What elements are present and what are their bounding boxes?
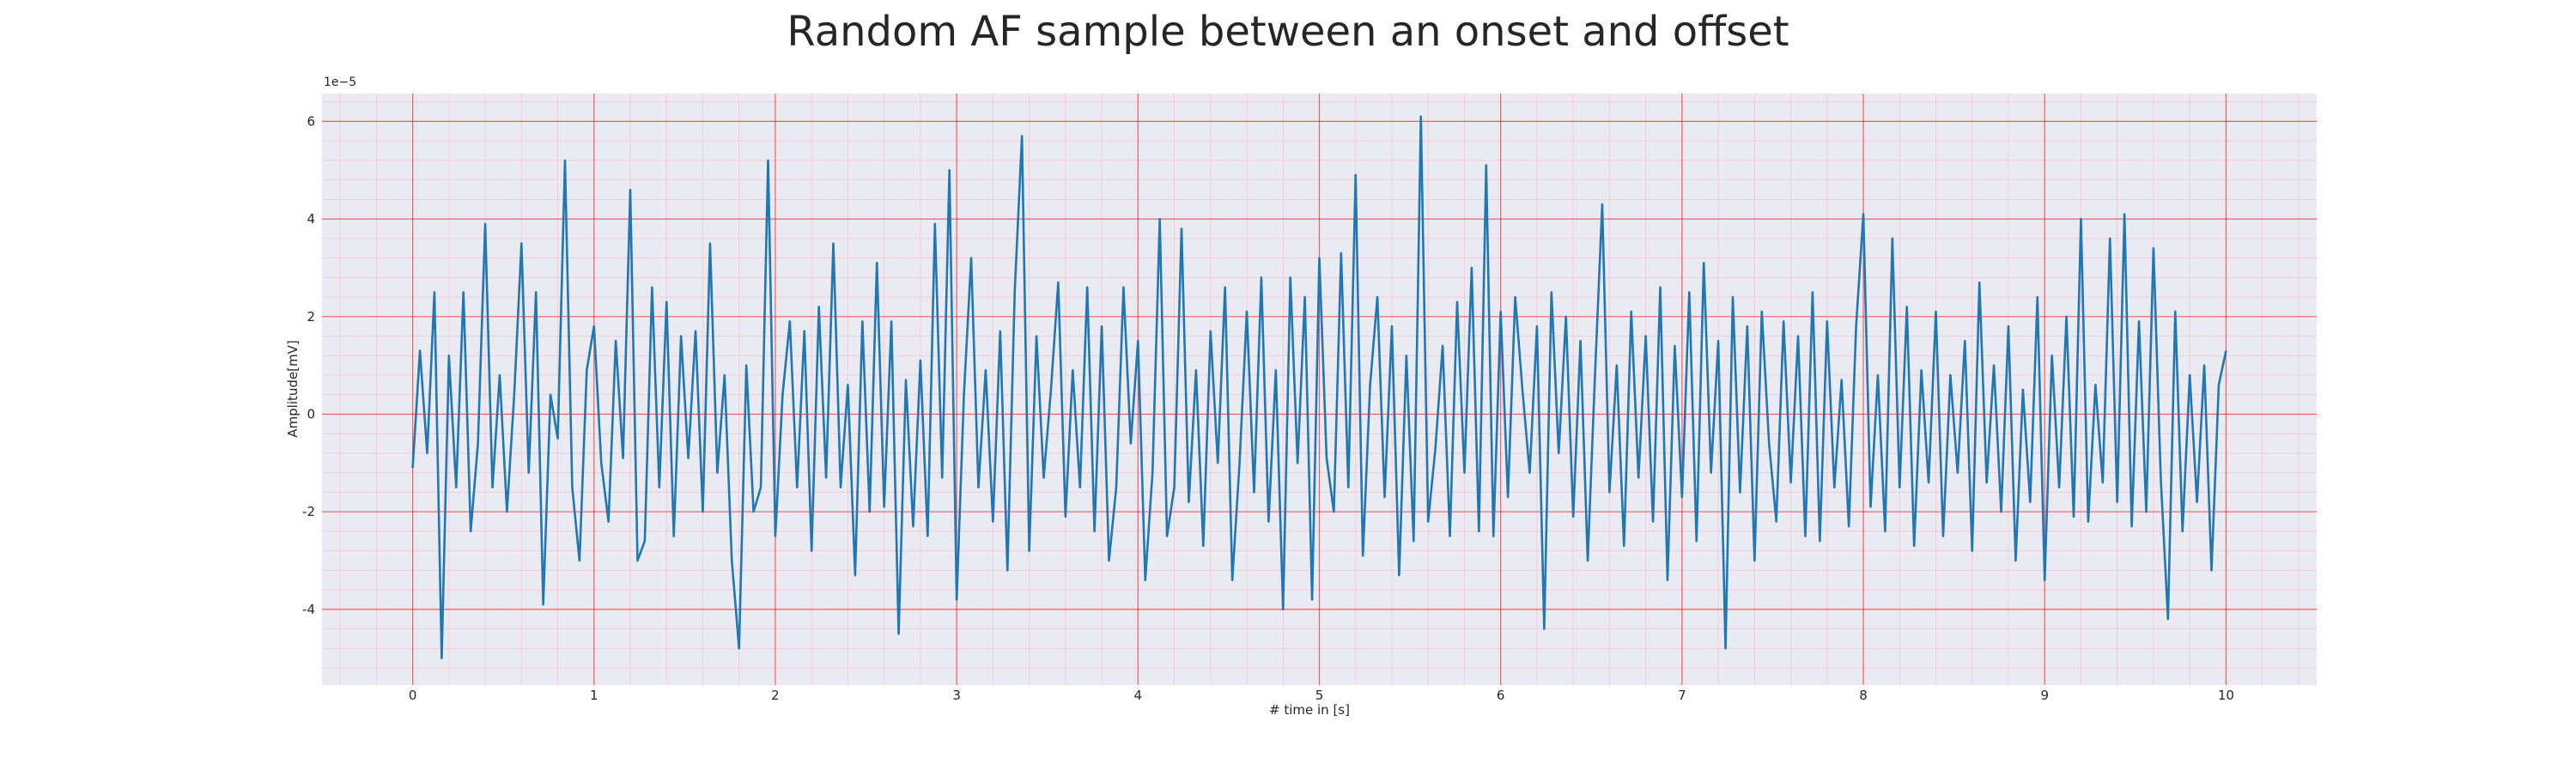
x-tick-label: 2 [771,688,780,703]
y-offset-label: 1e−5 [324,76,356,89]
x-tick-label: 1 [590,688,598,703]
x-tick-label: 5 [1315,688,1324,703]
y-tick-label: 6 [307,113,315,129]
y-tick-label: 4 [307,211,315,227]
x-tick-label: 0 [409,688,417,703]
x-tick-label: 7 [1678,688,1686,703]
chart-title: Random AF sample between an onset and of… [787,8,1789,56]
y-tick-label: 2 [307,309,315,324]
y-tick-label: -4 [302,602,315,617]
y-axis-label: Amplitude[mV] [285,340,301,437]
x-tick-label: 3 [952,688,961,703]
signal-line [411,115,2227,660]
x-tick-label: 6 [1497,688,1505,703]
x-tick-label: 8 [1859,688,1868,703]
x-tick-label: 9 [2040,688,2049,703]
y-tick-label: -2 [302,504,315,519]
y-tick-label: 0 [307,406,315,421]
x-tick-label: 4 [1134,688,1143,703]
x-axis-label: # time in [s] [1269,702,1350,718]
x-tick-label: 10 [2218,688,2234,703]
